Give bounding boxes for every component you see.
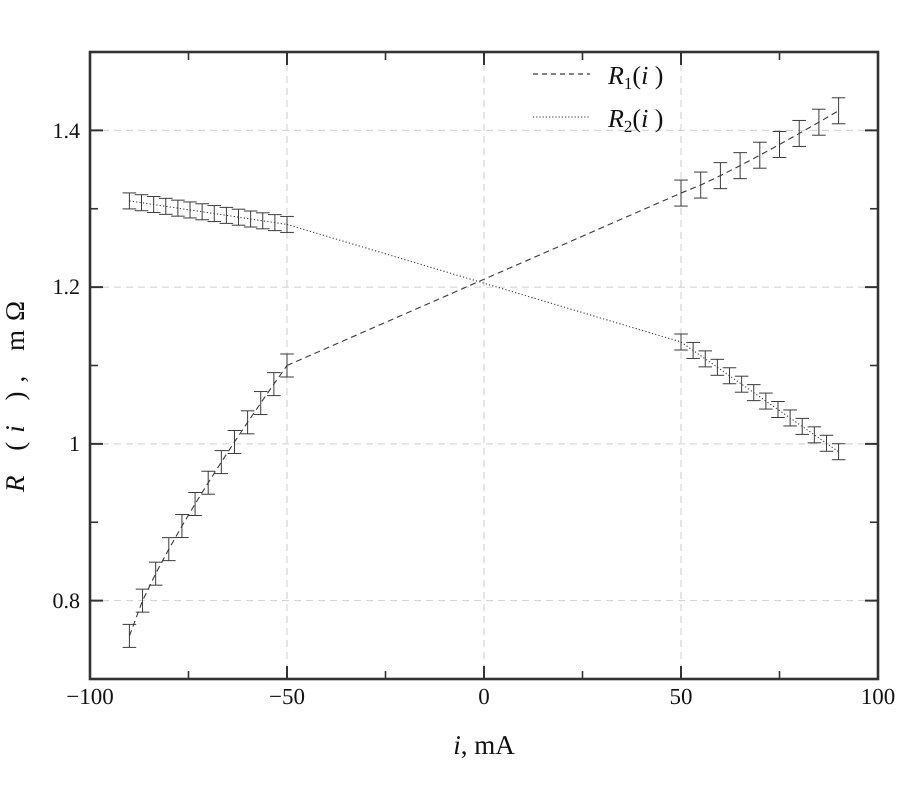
svg-text:1: 1 bbox=[69, 431, 80, 456]
svg-text:100: 100 bbox=[861, 684, 896, 709]
svg-text:1.4: 1.4 bbox=[53, 118, 81, 143]
svg-text:0.8: 0.8 bbox=[53, 588, 81, 613]
svg-text:−50: −50 bbox=[269, 684, 305, 709]
svg-text:−100: −100 bbox=[66, 684, 113, 709]
svg-text:0: 0 bbox=[478, 684, 490, 709]
svg-text:R2(i ): R2(i ) bbox=[607, 104, 663, 136]
svg-text:R (i ), mΩ: R (i ), mΩ bbox=[0, 292, 30, 493]
svg-text:i, mA: i, mA bbox=[453, 730, 515, 760]
svg-text:50: 50 bbox=[670, 684, 693, 709]
svg-text:R1(i ): R1(i ) bbox=[607, 61, 663, 93]
svg-text:1.2: 1.2 bbox=[53, 274, 81, 299]
